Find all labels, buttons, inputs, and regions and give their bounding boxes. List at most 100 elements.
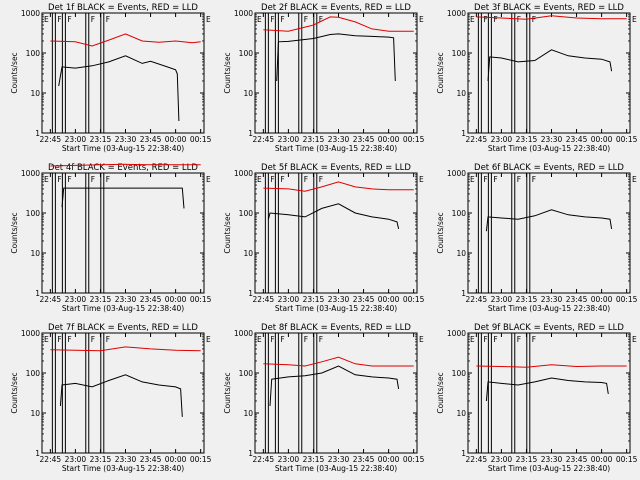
y-tick-label: 100 bbox=[452, 369, 467, 378]
marker-label: F bbox=[483, 15, 487, 24]
marker-label: F bbox=[280, 15, 284, 24]
chart-title: Det 8f BLACK = Events, RED = LLD bbox=[261, 323, 411, 333]
series-line-2 bbox=[263, 356, 414, 367]
y-tick-label: 1000 bbox=[447, 169, 466, 178]
series-line-1 bbox=[59, 374, 183, 417]
x-tick-label: 00:15 bbox=[403, 455, 425, 464]
chart-svg-2: Det 2f BLACK = Events, RED = LLD 1 10 100 10… bbox=[223, 3, 425, 153]
y-tick-label: 1000 bbox=[21, 9, 40, 18]
marker-label: E bbox=[206, 15, 211, 24]
marker-label: F bbox=[67, 335, 71, 344]
x-tick-label: 23:15 bbox=[303, 295, 325, 304]
marker-label: F bbox=[106, 15, 110, 24]
x-tick-label: 23:00 bbox=[278, 295, 300, 304]
x-tick-label: 23:00 bbox=[65, 135, 87, 144]
y-tick-label: 10 bbox=[456, 409, 466, 418]
x-tick-label: 00:15 bbox=[190, 135, 212, 144]
chart-svg-5: Det 5f BLACK = Events, RED = LLD 1 10 100 10… bbox=[223, 163, 425, 313]
x-tick-label: 23:45 bbox=[353, 135, 375, 144]
marker-label: F bbox=[57, 15, 61, 24]
series-line-2 bbox=[476, 364, 627, 368]
chart-svg-9: Det 9f BLACK = Events, RED = LLD 1 10 100 10… bbox=[436, 323, 638, 473]
y-tick-label: 1 bbox=[248, 449, 253, 458]
plot-frame bbox=[254, 172, 418, 294]
series-line-2 bbox=[50, 33, 201, 47]
y-tick-label: 10 bbox=[30, 89, 40, 98]
marker-label: E bbox=[632, 335, 637, 344]
marker-label: F bbox=[483, 175, 487, 184]
marker-label: F bbox=[319, 175, 323, 184]
y-tick-label: 1000 bbox=[234, 329, 253, 338]
marker-label: F bbox=[532, 335, 536, 344]
chart-panel-8: Det 8f BLACK = Events, RED = LLD 1 10 100 10… bbox=[213, 320, 426, 480]
x-tick-label: 22:45 bbox=[253, 135, 275, 144]
x-tick-label: 23:45 bbox=[353, 295, 375, 304]
marker-label: F bbox=[304, 15, 308, 24]
marker-label: F bbox=[280, 175, 284, 184]
marker-label: F bbox=[91, 15, 95, 24]
x-tick-label: 23:15 bbox=[516, 135, 538, 144]
y-tick-label: 1000 bbox=[234, 169, 253, 178]
x-tick-label: 00:00 bbox=[378, 295, 400, 304]
y-axis-label: Counts/sec bbox=[223, 372, 232, 413]
x-tick-label: 23:45 bbox=[140, 455, 162, 464]
x-tick-label: 22:45 bbox=[40, 135, 62, 144]
x-tick-label: 23:30 bbox=[115, 295, 137, 304]
y-axis-label: Counts/sec bbox=[436, 212, 445, 253]
chart-svg-1: Det 1f BLACK = Events, RED = LLD 1 10 100 10… bbox=[10, 3, 212, 153]
x-tick-label: 00:15 bbox=[616, 455, 638, 464]
x-tick-label: 00:00 bbox=[165, 455, 187, 464]
chart-title: Det 2f BLACK = Events, RED = LLD bbox=[261, 3, 411, 13]
chart-title: Det 3f BLACK = Events, RED = LLD bbox=[474, 3, 624, 13]
x-tick-label: 23:00 bbox=[491, 455, 513, 464]
x-tick-label: 23:45 bbox=[566, 295, 588, 304]
x-tick-label: 23:15 bbox=[303, 135, 325, 144]
x-tick-label: 23:30 bbox=[541, 455, 563, 464]
series-line-1 bbox=[485, 209, 613, 232]
x-tick-label: 23:30 bbox=[328, 135, 350, 144]
chart-title: Det 5f BLACK = Events, RED = LLD bbox=[261, 163, 411, 173]
y-axis-label: Counts/sec bbox=[436, 372, 445, 413]
marker-label: E bbox=[206, 175, 211, 184]
marker-label: F bbox=[493, 175, 497, 184]
x-tick-label: 00:15 bbox=[190, 295, 212, 304]
marker-label: F bbox=[57, 175, 61, 184]
marker-label: E bbox=[632, 175, 637, 184]
x-tick-label: 23:00 bbox=[278, 135, 300, 144]
series-line-1 bbox=[58, 55, 180, 122]
y-tick-label: 1000 bbox=[234, 9, 253, 18]
y-tick-label: 10 bbox=[243, 89, 253, 98]
chart-panel-9: Det 9f BLACK = Events, RED = LLD 1 10 100 10… bbox=[426, 320, 639, 480]
y-tick-label: 100 bbox=[452, 209, 467, 218]
marker-label: F bbox=[532, 15, 536, 24]
x-tick-label: 00:00 bbox=[165, 135, 187, 144]
marker-label: E bbox=[419, 335, 424, 344]
x-tick-label: 23:45 bbox=[566, 455, 588, 464]
series-line-1 bbox=[267, 203, 400, 230]
marker-label: F bbox=[67, 175, 71, 184]
y-tick-label: 100 bbox=[452, 49, 467, 58]
x-tick-label: 00:15 bbox=[616, 295, 638, 304]
series-line-1 bbox=[276, 33, 396, 82]
x-tick-label: 23:30 bbox=[115, 455, 137, 464]
y-tick-label: 100 bbox=[239, 209, 254, 218]
y-axis-label: Counts/sec bbox=[10, 212, 19, 253]
y-tick-label: 1000 bbox=[21, 169, 40, 178]
marker-label: E bbox=[470, 15, 475, 24]
plot-frame bbox=[467, 172, 631, 294]
x-axis-label: Start Time (03-Aug-15 22:38:40) bbox=[488, 304, 610, 313]
chart-panel-3: Det 3f BLACK = Events, RED = LLD 1 10 100 10… bbox=[426, 0, 639, 160]
x-axis-label: Start Time (03-Aug-15 22:38:40) bbox=[275, 304, 397, 313]
y-axis-label: Counts/sec bbox=[10, 372, 19, 413]
series-line-1 bbox=[485, 377, 609, 402]
chart-title: Det 1f BLACK = Events, RED = LLD bbox=[48, 3, 198, 13]
marker-label: F bbox=[304, 335, 308, 344]
chart-panel-5: Det 5f BLACK = Events, RED = LLD 1 10 100 10… bbox=[213, 160, 426, 320]
marker-label: F bbox=[517, 175, 521, 184]
series-line-1 bbox=[487, 49, 613, 82]
chart-svg-8: Det 8f BLACK = Events, RED = LLD 1 10 100 10… bbox=[223, 323, 425, 473]
marker-label: E bbox=[419, 15, 424, 24]
marker-label: E bbox=[470, 175, 475, 184]
marker-label: F bbox=[280, 335, 284, 344]
